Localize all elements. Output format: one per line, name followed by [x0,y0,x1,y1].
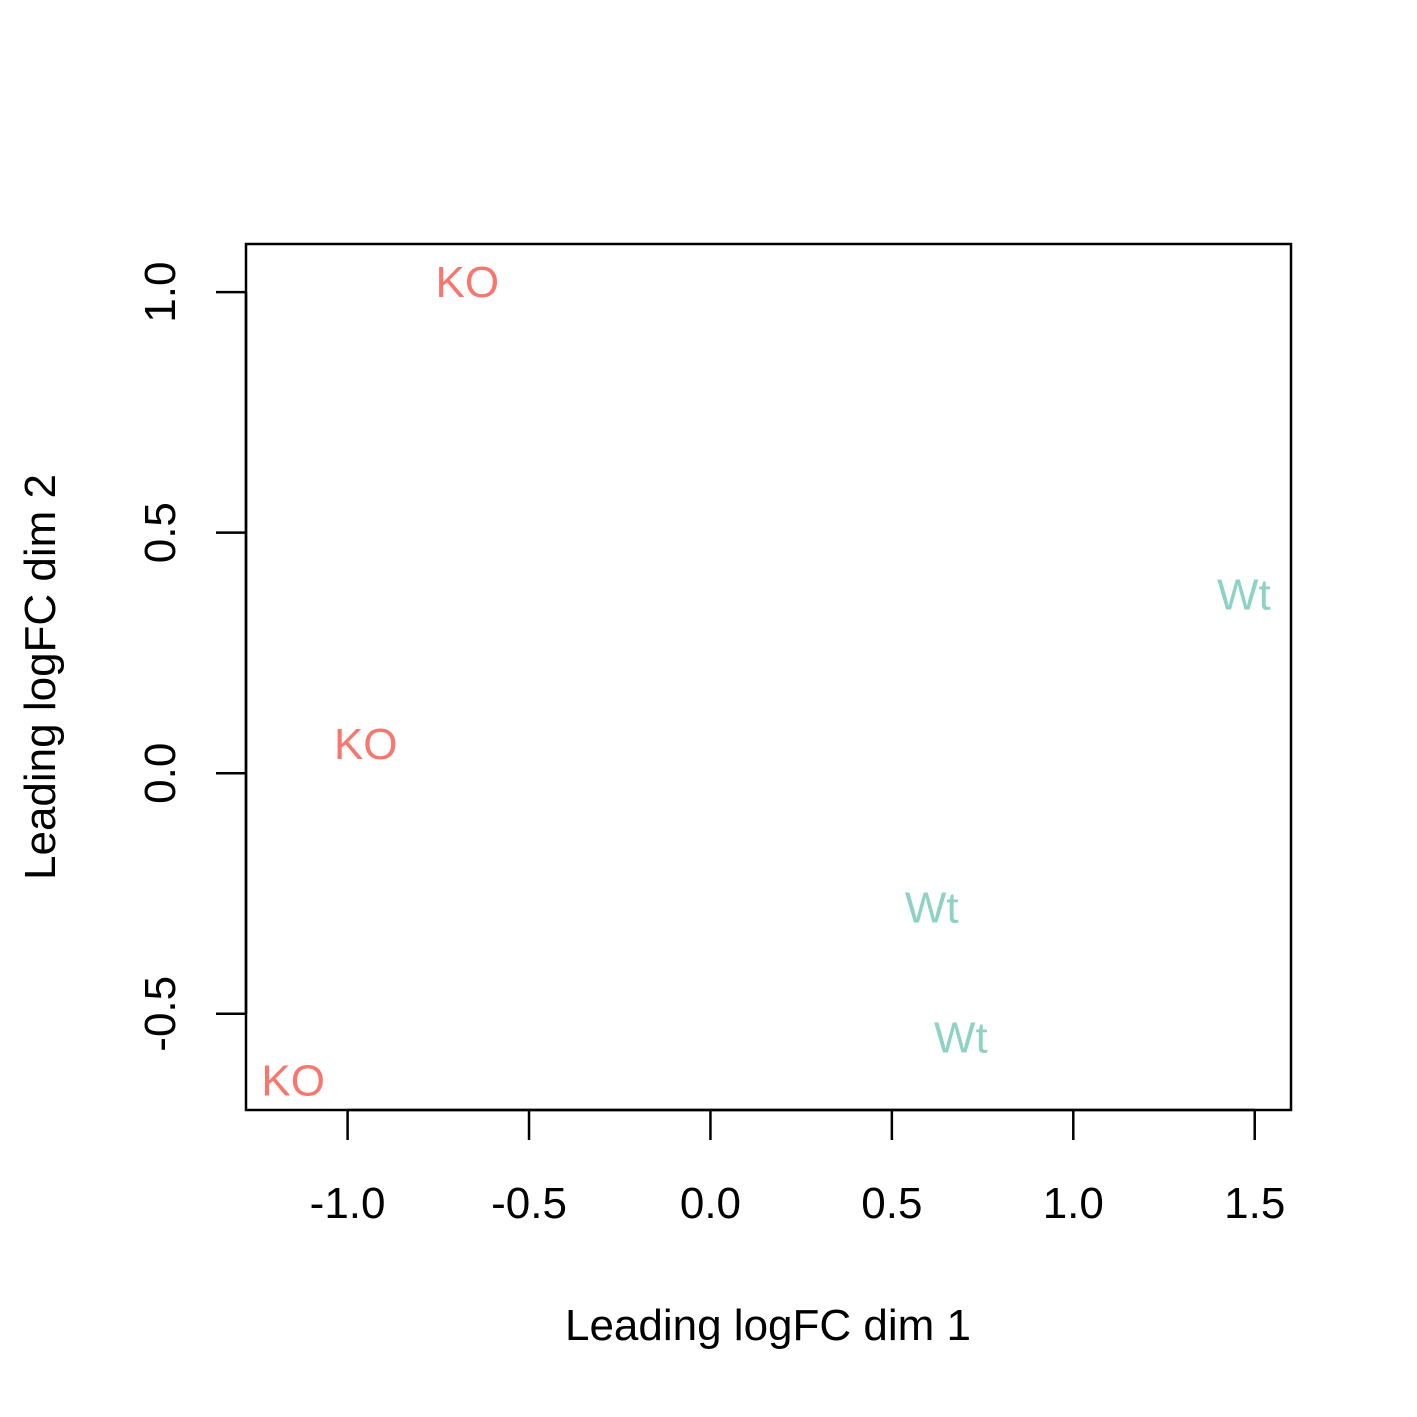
y-tick-label: 0.5 [136,502,185,563]
y-axis-label: Leading logFC dim 2 [16,474,65,880]
x-tick-label: 1.5 [1224,1179,1285,1228]
plot-frame [244,242,1293,1112]
x-tick-label: 0.5 [861,1179,922,1228]
point-label-wt: Wt [905,883,959,932]
point-label-wt: Wt [934,1013,988,1062]
x-axis-label: Leading logFC dim 1 [565,1301,971,1350]
point-label-ko: KO [334,720,398,769]
x-tick-label: -0.5 [491,1179,567,1228]
y-tick-label: 0.0 [136,743,185,804]
point-label-ko: KO [436,258,500,307]
y-axis: -0.5 0.0 0.5 1.0 [136,262,248,1052]
points-layer: KO KO KO Wt Wt Wt [261,258,1270,1106]
x-tick-label: 1.0 [1043,1179,1104,1228]
y-tick-label: 1.0 [136,262,185,323]
x-axis: -1.0 -0.5 0.0 0.5 1.0 1.5 [310,1108,1285,1228]
x-tick-label: -1.0 [310,1179,386,1228]
point-label-wt: Wt [1217,571,1271,620]
x-tick-label: 0.0 [680,1179,741,1228]
point-label-ko: KO [261,1057,325,1106]
y-tick-label: -0.5 [136,976,185,1052]
